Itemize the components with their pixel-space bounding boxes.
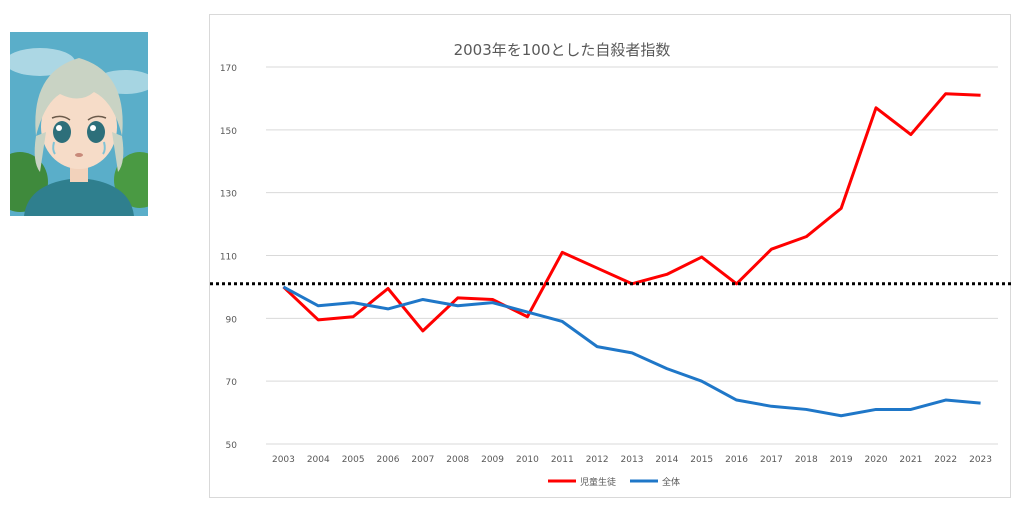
x-tick-label: 2008 [446,455,469,465]
x-tick-label: 2015 [690,455,713,465]
y-axis-ticks: 50 70 90 110 130 150 170 [220,64,237,451]
x-tick-label: 2014 [655,455,678,465]
x-tick-label: 2009 [481,455,504,465]
x-tick-label: 2021 [899,455,922,465]
chart-frame: 2003年を100とした自殺者指数 50 70 90 110 130 150 170 200… [209,14,1012,498]
series-line-1 [282,285,981,418]
line-chart: 2003年を100とした自殺者指数 50 70 90 110 130 150 170 200… [210,41,1012,488]
legend-label: 児童生徒 [580,476,616,488]
series-lines [282,92,981,418]
x-tick-label: 2020 [865,455,888,465]
x-tick-label: 2013 [621,455,644,465]
y-tick-label: 70 [226,378,238,388]
x-tick-label: 2016 [725,455,748,465]
y-tick-label: 170 [220,64,237,74]
x-tick-label: 2004 [307,455,330,465]
x-tick-label: 2005 [342,455,365,465]
gridlines [266,66,998,445]
y-tick-label: 150 [220,127,237,137]
legend-label: 全体 [662,476,680,488]
x-tick-label: 2012 [586,455,609,465]
crying-girl-illustration [10,32,148,216]
x-tick-label: 2011 [551,455,574,465]
x-tick-label: 2006 [377,455,400,465]
series-line-0 [282,92,981,333]
x-tick-label: 2007 [411,455,434,465]
y-tick-label: 90 [226,315,238,325]
y-tick-label: 110 [220,253,237,263]
x-tick-label: 2017 [760,455,783,465]
y-tick-label: 130 [220,190,237,200]
legend: 児童生徒 全体 [548,476,680,488]
x-tick-label: 2018 [795,455,818,465]
y-tick-label: 50 [226,441,238,451]
chart-title: 2003年を100とした自殺者指数 [454,41,671,59]
x-tick-label: 2023 [969,455,992,465]
x-axis-ticks: 2003 2004 2005 2006 2007 2008 2009 2010 2011 2012… [272,455,992,465]
x-tick-label: 2010 [516,455,539,465]
x-tick-label: 2019 [830,455,853,465]
x-tick-label: 2022 [934,455,957,465]
x-tick-label: 2003 [272,455,295,465]
